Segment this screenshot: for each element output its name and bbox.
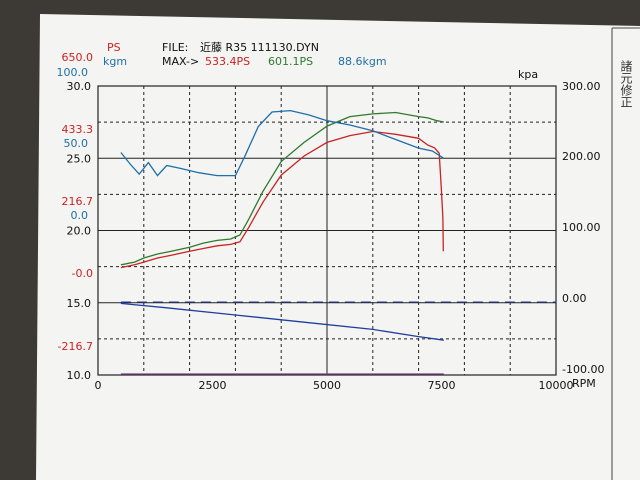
series-line-navy [120,302,444,341]
series-line-blue [120,109,445,177]
max-label: MAX-> [162,55,199,68]
file-name: 近藤 R35 111130.DYN [200,41,319,54]
kpa-tick-label: 200.00 [562,150,601,163]
paper-sheet [36,14,640,480]
rpm-tick-label: 7500 [428,379,456,392]
rpm-tick-label: 5000 [313,379,341,392]
file-label: FILE: [162,41,188,54]
form-lettering: 諸元修正 [619,59,633,108]
kpa-tick-label: 100.00 [562,221,601,234]
kgm-tick-label: 0.0 [71,209,89,222]
right-axis-ticks: 300.00 200.00 100.00 0.00 -100.00 [562,80,604,376]
afr-tick-label: 25.0 [67,152,92,165]
rpm-tick-label: 0 [95,379,102,392]
max-ps-green: 601.1PS [268,55,313,68]
ps-label: PS [107,41,121,54]
series-line-red [120,130,444,269]
left-axis-ticks: 30.0 25.0 20.0 15.0 10.0 650.0 433.3 216.7 -0.0 -… [57,51,94,382]
afr-tick-label: 10.0 [67,369,92,382]
kpa-tick-label: 0.00 [562,292,587,305]
max-ps-red: 533.4PS [205,55,250,68]
ps-tick-label: 216.7 [62,195,94,208]
kgm-tick-label: 50.0 [64,137,89,150]
series-lines [120,109,556,375]
kpa-tick-label: -100.00 [562,363,604,376]
rpm-tick-label: 10000 [539,379,574,392]
ps-tick-label: 650.0 [62,51,94,64]
kgm-tick-label: 100.0 [57,66,89,79]
afr-tick-label: 20.0 [67,225,92,238]
rpm-label: RPM [572,377,596,390]
ps-tick-label: 433.3 [62,123,94,136]
kpa-tick-label: 300.00 [562,80,601,93]
ps-tick-label: -216.7 [58,340,93,353]
grid-lines [98,86,556,375]
rpm-tick-label: 2500 [199,379,227,392]
ps-tick-label: -0.0 [72,267,93,280]
kgm-label: kgm [103,55,127,68]
max-kgm: 88.6kgm [338,55,387,68]
kpa-label: kpa [518,68,538,81]
afr-tick-label: 15.0 [67,297,92,310]
x-axis-ticks: 0 2500 5000 7500 10000 [95,379,574,392]
afr-tick-label: 30.0 [67,80,92,93]
series-line-green [120,111,444,266]
